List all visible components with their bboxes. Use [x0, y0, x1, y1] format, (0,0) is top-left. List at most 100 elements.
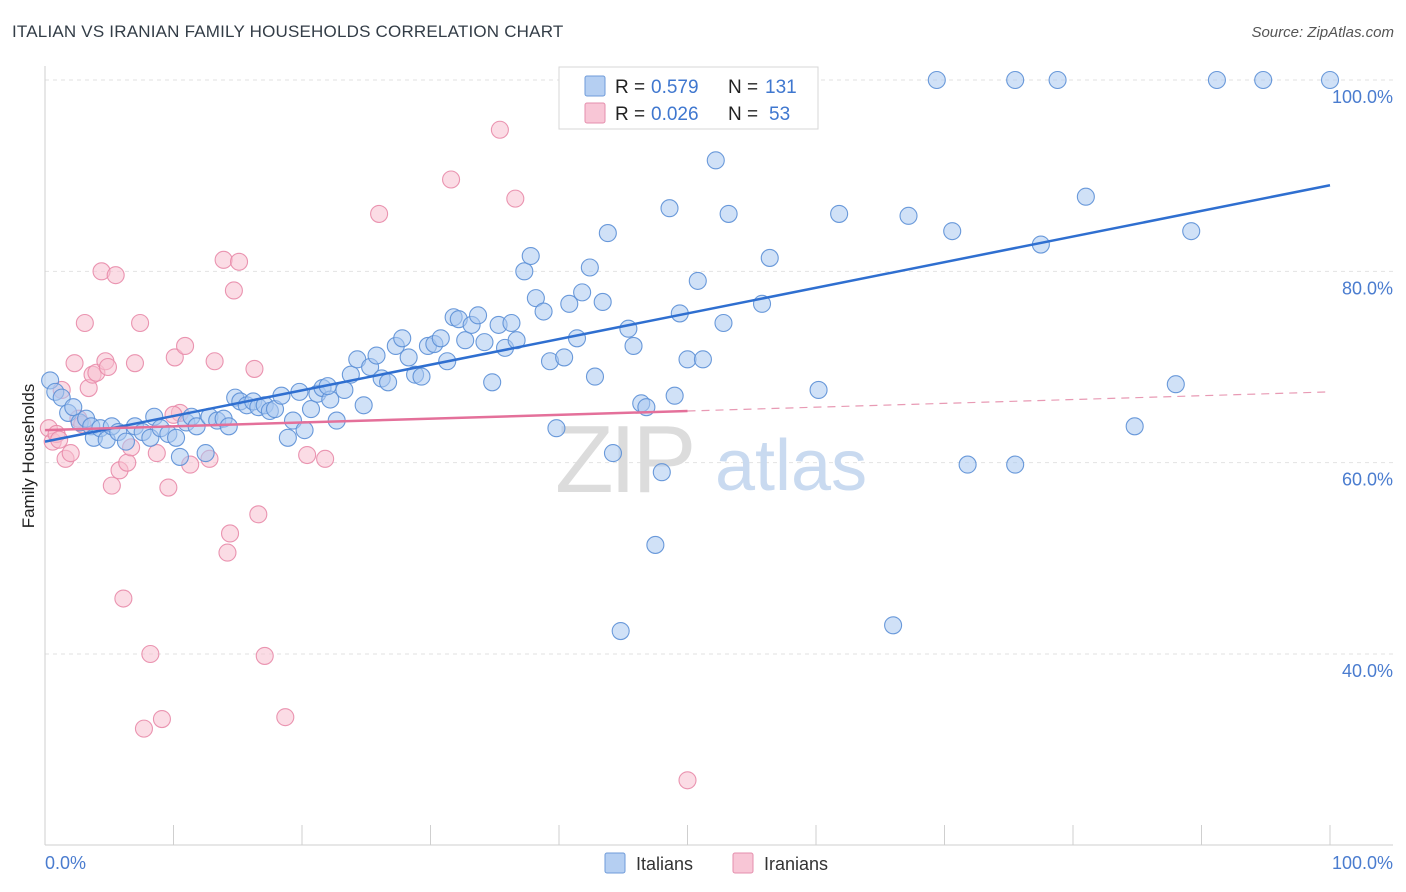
point-italians[interactable] [652, 463, 671, 482]
point-iranians[interactable] [298, 445, 317, 465]
point-italians[interactable] [927, 70, 946, 90]
point-italians[interactable] [1320, 70, 1340, 90]
point-italians[interactable] [116, 432, 136, 451]
point-italians[interactable] [399, 348, 418, 367]
point-italians[interactable] [567, 329, 587, 348]
point-italians[interactable] [1125, 417, 1144, 436]
point-iranians[interactable] [370, 204, 389, 223]
point-italians[interactable] [1207, 70, 1226, 90]
point-italians[interactable] [665, 386, 684, 405]
point-italians[interactable] [611, 621, 630, 641]
point-iranians[interactable] [61, 444, 80, 463]
point-italians[interactable] [598, 224, 617, 243]
point-italians[interactable] [196, 444, 215, 463]
point-italians[interactable] [830, 204, 849, 223]
point-iranians[interactable] [102, 476, 121, 495]
point-iranians[interactable] [224, 281, 243, 300]
point-iranians[interactable] [255, 646, 274, 665]
point-iranians[interactable] [218, 543, 237, 562]
point-italians[interactable] [660, 199, 679, 218]
point-italians[interactable] [760, 248, 779, 267]
point-italians[interactable] [468, 306, 488, 325]
point-italians[interactable] [1048, 70, 1067, 90]
point-italians[interactable] [560, 294, 579, 313]
point-italians[interactable] [555, 348, 574, 367]
point-italians[interactable] [1182, 222, 1201, 241]
point-italians[interactable] [301, 400, 321, 419]
point-iranians[interactable] [118, 453, 137, 472]
point-iranians[interactable] [65, 354, 84, 373]
point-italians[interactable] [1006, 70, 1025, 90]
point-italians[interactable] [64, 398, 83, 417]
point-italians[interactable] [573, 283, 592, 302]
point-iranians[interactable] [442, 170, 461, 189]
point-italians[interactable] [295, 421, 314, 440]
point-iranians[interactable] [316, 449, 335, 468]
point-iranians[interactable] [134, 719, 153, 738]
point-italians[interactable] [603, 444, 623, 463]
point-italians[interactable] [884, 616, 903, 635]
point-iranians[interactable] [214, 250, 233, 269]
point-italians[interactable] [1076, 187, 1095, 206]
point-italians[interactable] [1006, 455, 1025, 474]
point-iranians[interactable] [98, 357, 118, 377]
point-italians[interactable] [719, 204, 738, 223]
point-italians[interactable] [502, 313, 521, 333]
point-iranians[interactable] [229, 252, 249, 271]
point-italians[interactable] [379, 373, 398, 392]
point-italians[interactable] [678, 350, 697, 369]
point-iranians[interactable] [506, 189, 525, 208]
point-iranians[interactable] [125, 354, 144, 373]
point-italians[interactable] [515, 262, 534, 281]
point-italians[interactable] [456, 331, 475, 350]
point-italians[interactable] [534, 302, 553, 321]
point-italians[interactable] [1166, 375, 1185, 394]
point-italians[interactable] [483, 373, 502, 392]
point-italians[interactable] [593, 292, 612, 311]
point-italians[interactable] [688, 271, 707, 290]
point-italians[interactable] [580, 258, 599, 277]
point-italians[interactable] [547, 419, 566, 438]
point-italians[interactable] [431, 329, 450, 348]
point-italians[interactable] [475, 333, 494, 352]
point-iranians[interactable] [114, 589, 133, 608]
point-italians[interactable] [646, 535, 665, 554]
point-italians[interactable] [958, 455, 977, 474]
point-italians[interactable] [219, 417, 238, 436]
point-iranians[interactable] [165, 348, 184, 367]
point-iranians[interactable] [276, 708, 295, 727]
point-iranians[interactable] [75, 313, 94, 333]
point-iranians[interactable] [245, 359, 264, 378]
point-italians[interactable] [393, 329, 412, 348]
point-italians[interactable] [278, 428, 297, 447]
point-italians[interactable] [706, 151, 725, 170]
point-italians[interactable] [624, 336, 643, 356]
point-italians[interactable] [167, 428, 186, 447]
point-iranians[interactable] [490, 120, 509, 139]
point-italians[interactable] [585, 367, 605, 386]
point-italians[interactable] [899, 206, 918, 225]
point-iranians[interactable] [141, 644, 160, 664]
point-iranians[interactable] [152, 710, 171, 729]
point-iranians[interactable] [678, 771, 697, 790]
point-italians[interactable] [354, 396, 373, 415]
point-italians[interactable] [526, 289, 545, 308]
point-italians[interactable] [521, 246, 540, 266]
point-iranians[interactable] [131, 313, 150, 333]
legend-swatch-italians[interactable] [604, 852, 626, 874]
point-italians[interactable] [943, 222, 962, 241]
point-iranians[interactable] [147, 444, 166, 463]
point-iranians[interactable] [176, 336, 195, 356]
point-italians[interactable] [1254, 70, 1273, 90]
point-iranians[interactable] [249, 505, 268, 524]
point-italians[interactable] [714, 313, 733, 333]
point-iranians[interactable] [205, 352, 224, 371]
point-italians[interactable] [693, 350, 712, 369]
point-italians[interactable] [809, 380, 828, 400]
point-italians[interactable] [170, 447, 189, 466]
legend-label-italians[interactable]: Italians [636, 854, 693, 874]
legend-label-iranians[interactable]: Iranians [764, 854, 828, 874]
point-iranians[interactable] [159, 478, 178, 497]
point-iranians[interactable] [106, 266, 125, 285]
point-italians[interactable] [412, 367, 431, 386]
